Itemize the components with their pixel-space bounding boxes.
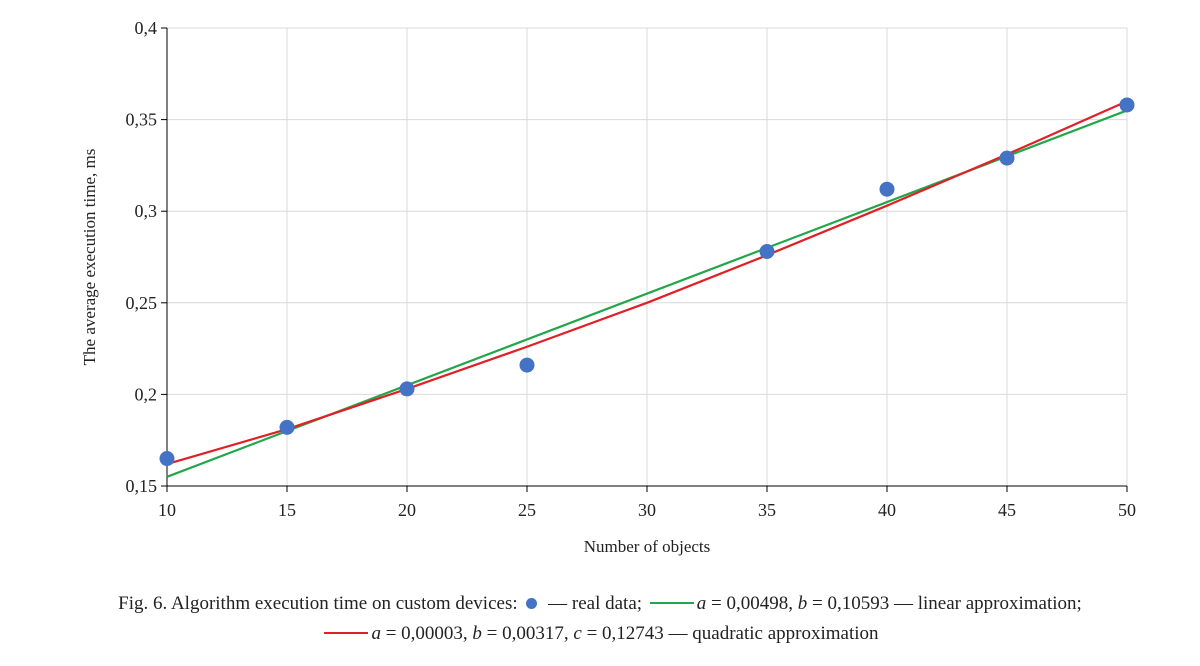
real-data-point [999, 150, 1015, 166]
real-data-point [399, 381, 415, 397]
caption-quad-var-a: a [371, 623, 381, 644]
y-tick-label: 0,2 [135, 384, 158, 404]
grid [167, 27, 1128, 486]
real-data-point [159, 451, 175, 467]
x-tick-label: 20 [398, 500, 416, 520]
y-tick-label: 0,4 [135, 18, 158, 38]
caption-prefix: Fig. 6. Algorithm execution time on cust… [118, 593, 518, 614]
caption-quad-a: = 0,00003, [380, 623, 473, 644]
figure-caption-line-1: Fig. 6. Algorithm execution time on cust… [0, 593, 1200, 615]
y-tick-label: 0,35 [126, 110, 158, 130]
x-tick-label: 45 [998, 500, 1016, 520]
real-data-point [279, 419, 295, 435]
series [159, 97, 1135, 478]
caption-quad-var-c: c [573, 623, 582, 644]
quadratic-approximation-line [166, 100, 1128, 466]
y-tick-label: 0,25 [126, 293, 158, 313]
figure-caption-line-2: a = 0,00003, b = 0,00317, c = 0,12743 — … [0, 623, 1200, 645]
caption-quad-var-b: b [472, 623, 482, 644]
x-tick-label: 40 [878, 500, 896, 520]
axes [161, 27, 1128, 492]
x-tick-label: 35 [758, 500, 776, 520]
real-data-point [1119, 97, 1135, 113]
caption-quad-b: = 0,00317, [481, 623, 574, 644]
y-tick-label: 0,15 [126, 476, 158, 496]
y-axis-title: The average execution time, ms [80, 149, 99, 366]
caption-linear-a: = 0,00498, [706, 593, 798, 614]
real-data-point [879, 181, 895, 197]
x-tick-label: 10 [158, 500, 176, 520]
caption-quad-c: = 0,12743 — quadratic approximation [581, 623, 879, 644]
caption-var-a: a [696, 593, 707, 614]
x-axis-title: Number of objects [584, 537, 711, 556]
caption-real-data: — real data; [548, 593, 643, 614]
x-tick-label: 25 [518, 500, 536, 520]
x-tick-label: 50 [1118, 500, 1136, 520]
caption-var-b: b [797, 593, 808, 614]
linear-legend-line [649, 602, 694, 605]
execution-time-chart: 0,150,20,250,30,350,410 15 20 25 30 35 40 45 50 … [80, 18, 1137, 556]
real-data-legend-marker [526, 598, 538, 610]
real-data-point [759, 244, 775, 260]
quadratic-legend-line [324, 632, 369, 635]
y-tick-label: 0,3 [135, 201, 158, 221]
x-tick-label: 30 [638, 500, 656, 520]
real-data-point [519, 357, 535, 373]
x-tick-label: 15 [278, 500, 296, 520]
caption-linear-b: = 0,10593 — linear approximation; [807, 593, 1082, 614]
tick-labels: 0,15 0,2 0,25 0,3 0,35 0,4 10 15 20 25 30 35 40 45 50 [126, 18, 1137, 520]
